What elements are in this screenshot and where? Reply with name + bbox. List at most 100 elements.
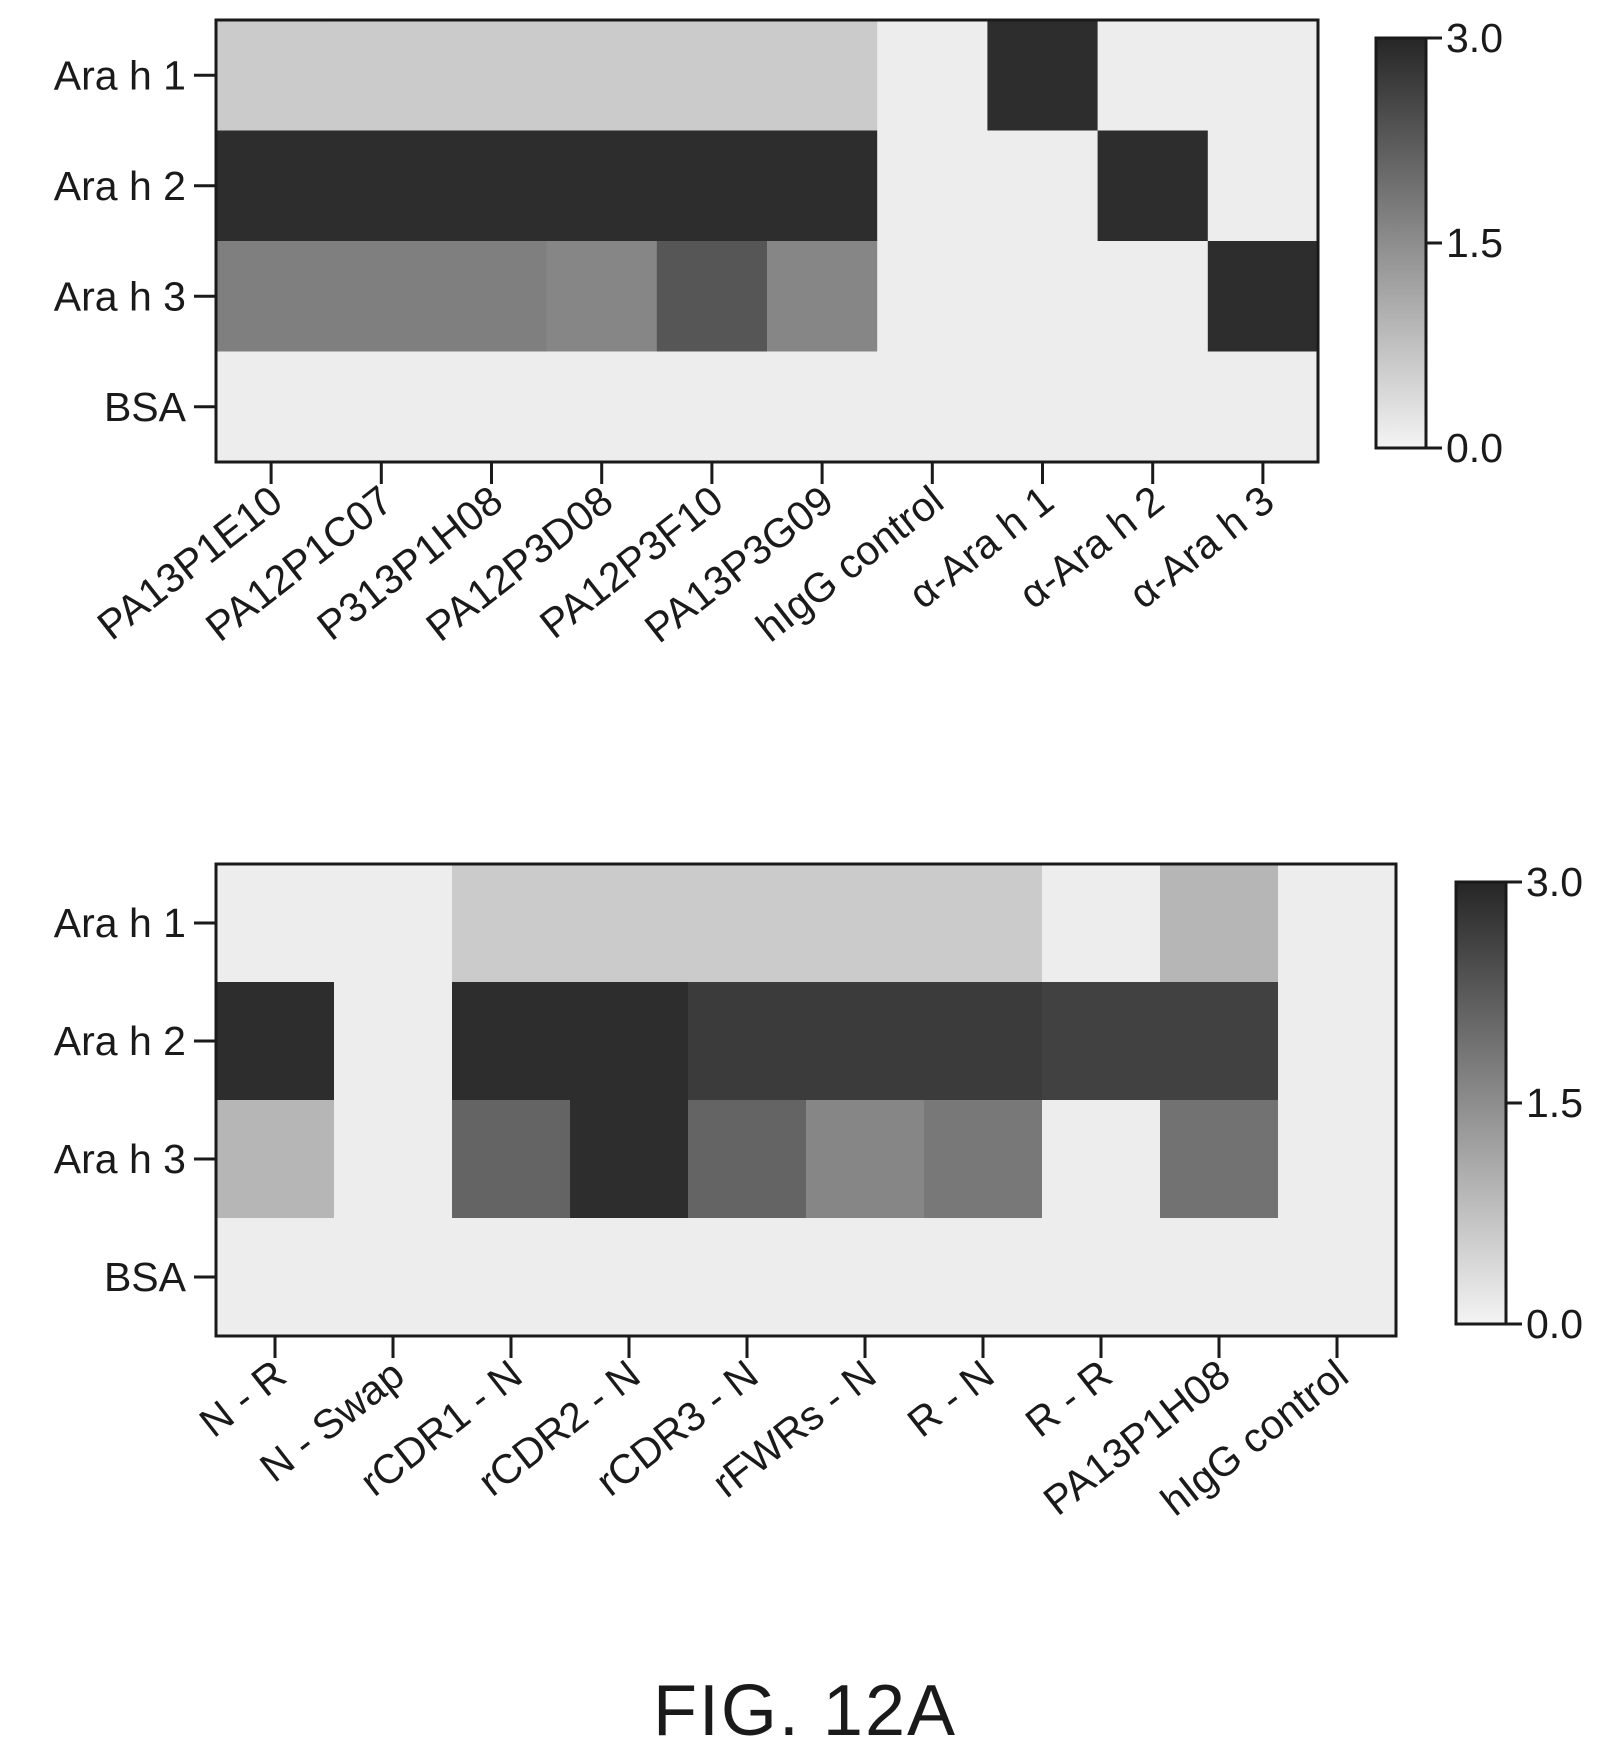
colorbar-tick-label: 0.0 (1446, 425, 1503, 471)
cell-1-r3-c0 (216, 1218, 335, 1337)
cell-1-r1-c5 (806, 982, 925, 1101)
cell-1-r3-c8 (1160, 1218, 1279, 1337)
row-label: Ara h 1 (54, 52, 186, 98)
col-label: PA13P1E10 (89, 477, 291, 649)
cell-0-r0-c8 (1097, 20, 1209, 131)
cell-0-r0-c5 (767, 20, 878, 131)
cell-1-r0-c1 (334, 864, 453, 983)
colorbar-tick-label: 3.0 (1446, 15, 1503, 61)
cell-0-r3-c7 (987, 351, 1099, 463)
cell-0-r1-c1 (326, 130, 437, 242)
cell-0-r1-c0 (216, 130, 327, 242)
colorbar (1374, 36, 1428, 450)
col-label: R - N (899, 1351, 1003, 1446)
cell-1-r3-c6 (924, 1218, 1043, 1337)
cell-0-r2-c6 (877, 241, 988, 352)
cell-1-r1-c6 (924, 982, 1043, 1101)
cell-1-r2-c4 (688, 1100, 807, 1219)
cell-1-r1-c0 (216, 982, 335, 1101)
cell-0-r1-c8 (1097, 130, 1209, 242)
cell-0-r3-c6 (877, 351, 988, 463)
cell-1-r0-c7 (1042, 864, 1161, 983)
cell-0-r2-c3 (546, 241, 658, 352)
cell-0-r2-c7 (987, 241, 1099, 352)
cell-0-r1-c2 (436, 130, 548, 242)
cell-0-r2-c4 (656, 241, 768, 352)
cell-1-r3-c4 (688, 1218, 807, 1337)
cell-1-r2-c7 (1042, 1100, 1161, 1219)
row-label: Ara h 1 (54, 900, 186, 946)
cell-1-r1-c7 (1042, 982, 1161, 1101)
cell-0-r2-c1 (326, 241, 437, 352)
cell-0-r3-c8 (1097, 351, 1209, 463)
col-label: N - R (191, 1351, 295, 1446)
cell-1-r2-c8 (1160, 1100, 1279, 1219)
cell-1-r0-c5 (806, 864, 925, 983)
cell-0-r1-c9 (1207, 130, 1319, 242)
cell-1-r3-c9 (1278, 1218, 1397, 1337)
cell-1-r0-c2 (452, 864, 571, 983)
cell-1-r1-c4 (688, 982, 807, 1101)
cell-1-r1-c2 (452, 982, 571, 1101)
cell-0-r0-c4 (656, 20, 768, 131)
cell-1-r0-c9 (1278, 864, 1397, 983)
cell-0-r2-c9 (1207, 241, 1319, 352)
cell-1-r1-c9 (1278, 982, 1397, 1101)
cell-0-r3-c4 (656, 351, 768, 463)
plot-frame (214, 18, 1320, 464)
col-label: R - R (1017, 1351, 1121, 1446)
cell-1-r2-c1 (334, 1100, 453, 1219)
cell-1-r2-c0 (216, 1100, 335, 1219)
cell-0-r3-c9 (1207, 351, 1319, 463)
cell-0-r1-c6 (877, 130, 988, 242)
cell-1-r1-c1 (334, 982, 453, 1101)
row-label: Ara h 3 (54, 273, 186, 319)
cell-0-r1-c7 (987, 130, 1099, 242)
cell-0-r2-c0 (216, 241, 327, 352)
cell-0-r0-c9 (1207, 20, 1319, 131)
cell-1-r0-c4 (688, 864, 807, 983)
row-label: Ara h 3 (54, 1136, 186, 1182)
cell-0-r3-c2 (436, 351, 548, 463)
cell-1-r3-c3 (570, 1218, 689, 1337)
plot-frame (214, 862, 1398, 1338)
cell-0-r0-c6 (877, 20, 988, 131)
cell-1-r0-c3 (570, 864, 689, 983)
cell-1-r3-c1 (334, 1218, 453, 1337)
cell-0-r0-c0 (216, 20, 327, 131)
cell-0-r3-c0 (216, 351, 327, 463)
cell-1-r2-c5 (806, 1100, 925, 1219)
cell-0-r1-c4 (656, 130, 768, 242)
colorbar-tick-label: 1.5 (1446, 220, 1503, 266)
cell-0-r2-c8 (1097, 241, 1209, 352)
cell-1-r0-c6 (924, 864, 1043, 983)
colorbar (1454, 880, 1508, 1326)
cell-1-r2-c6 (924, 1100, 1043, 1219)
cell-1-r1-c8 (1160, 982, 1279, 1101)
cell-0-r0-c2 (436, 20, 548, 131)
colorbar-tick-label: 3.0 (1526, 859, 1583, 905)
cell-1-r3-c7 (1042, 1218, 1161, 1337)
cell-0-r2-c2 (436, 241, 548, 352)
cell-0-r2-c5 (767, 241, 878, 352)
cell-1-r3-c2 (452, 1218, 571, 1337)
row-label: Ara h 2 (54, 1018, 186, 1064)
cell-1-r0-c0 (216, 864, 335, 983)
cell-0-r1-c3 (546, 130, 658, 242)
cell-0-r0-c1 (326, 20, 437, 131)
colorbar-tick-label: 1.5 (1526, 1080, 1583, 1126)
row-label: BSA (104, 1254, 187, 1300)
cell-0-r3-c5 (767, 351, 878, 463)
row-label: Ara h 2 (54, 163, 186, 209)
cell-1-r2-c3 (570, 1100, 689, 1219)
cell-0-r1-c5 (767, 130, 878, 242)
cell-0-r0-c7 (987, 20, 1099, 131)
cell-1-r1-c3 (570, 982, 689, 1101)
cell-1-r0-c8 (1160, 864, 1279, 983)
figure-label: FIG. 12A (653, 1671, 957, 1751)
cell-0-r0-c3 (546, 20, 658, 131)
row-label: BSA (104, 384, 187, 430)
cell-1-r2-c9 (1278, 1100, 1397, 1219)
